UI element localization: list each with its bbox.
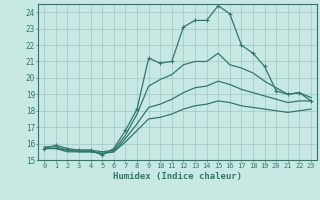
X-axis label: Humidex (Indice chaleur): Humidex (Indice chaleur) bbox=[113, 172, 242, 181]
